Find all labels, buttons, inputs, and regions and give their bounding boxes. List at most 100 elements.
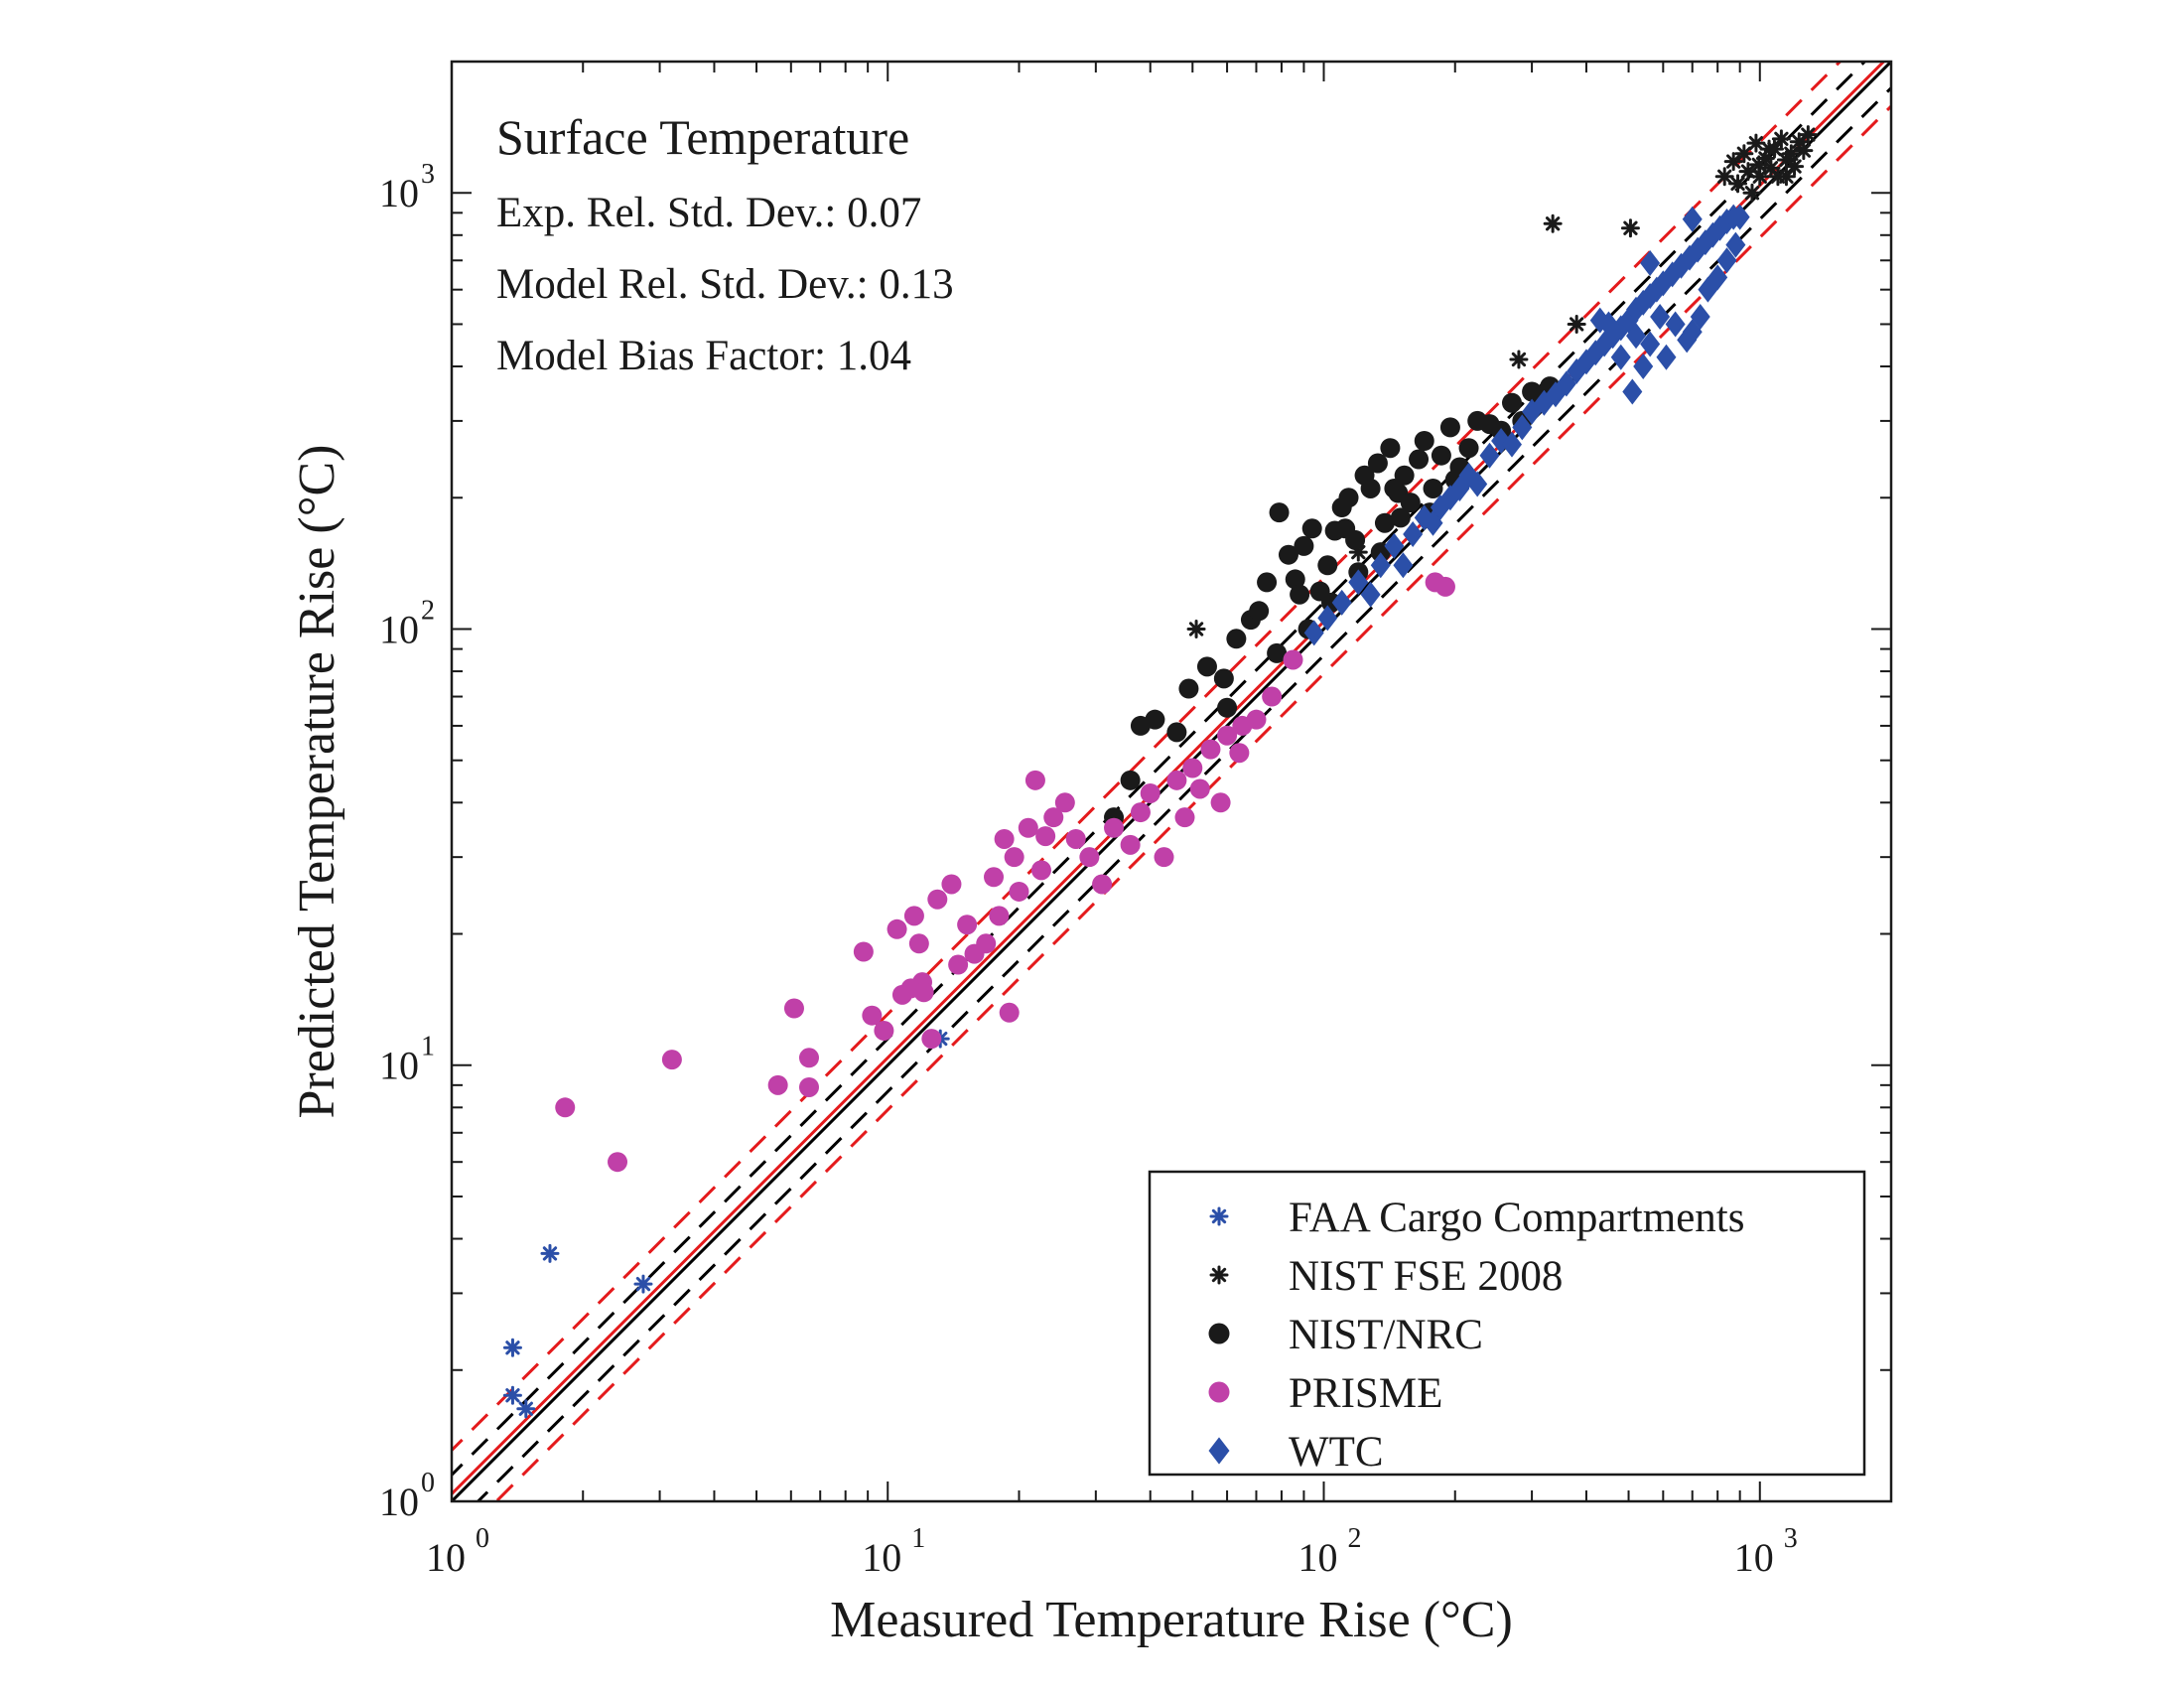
point-nist-fse-2008 <box>1759 139 1779 159</box>
x-tick-label: 10 <box>862 1535 901 1580</box>
legend-items: FAA Cargo Compartments NIST FSE 2008 NIST/… <box>1208 1195 1744 1476</box>
y-tick-exponent: 3 <box>421 159 435 190</box>
point-nist-nrc <box>1217 697 1238 718</box>
legend-label-nist-nrc: NIST/NRC <box>1289 1312 1483 1358</box>
point-prisme <box>555 1097 576 1118</box>
point-nist-fse-2008 <box>1509 350 1529 369</box>
point-prisme <box>908 933 929 954</box>
stat-model-rel-std-dev: Model Rel. Std. Dev.: 0.13 <box>496 261 954 308</box>
point-prisme <box>913 982 934 1003</box>
point-nist-nrc <box>1226 629 1247 649</box>
point-prisme <box>1140 782 1160 803</box>
point-wtc <box>1610 344 1631 370</box>
legend-marker-nist-fse-2008 <box>1209 1265 1229 1285</box>
point-prisme <box>1104 817 1125 838</box>
point-wtc <box>1317 605 1338 632</box>
point-nist-nrc <box>1196 656 1217 677</box>
point-wtc <box>1640 331 1661 357</box>
point-prisme <box>783 998 804 1019</box>
point-nist-nrc <box>1166 722 1187 743</box>
point-faa-cargo-compartments <box>633 1274 653 1294</box>
point-nist-fse-2008 <box>1723 152 1743 172</box>
point-nist-fse-2008 <box>1714 167 1734 187</box>
point-nist-nrc <box>1384 478 1405 498</box>
y-tick-exponent: 0 <box>421 1468 435 1498</box>
legend-marker-prisme <box>1208 1381 1230 1403</box>
point-nist-nrc <box>1249 601 1270 622</box>
stat-exp-rel-std-dev: Exp. Rel. Std. Dev.: 0.07 <box>496 190 921 236</box>
point-nist-nrc <box>1400 493 1421 513</box>
tick-labels: 10 0 10 1 10 2 10 310 010 110 210 3 <box>379 159 1798 1580</box>
point-nist-fse-2008 <box>1742 183 1762 203</box>
point-prisme <box>1043 807 1064 828</box>
legend-box <box>1148 1170 1866 1477</box>
point-prisme <box>1217 725 1238 746</box>
point-faa-cargo-compartments <box>516 1399 536 1419</box>
legend-marker-wtc <box>1208 1437 1230 1465</box>
point-prisme <box>903 906 924 926</box>
point-wtc <box>1682 206 1703 232</box>
point-prisme <box>661 1050 682 1070</box>
x-axis-label: Measured Temperature Rise (°C) <box>830 1592 1513 1648</box>
point-nist-fse-2008 <box>1781 144 1801 164</box>
legend-label-wtc: WTC <box>1289 1429 1384 1476</box>
point-nist-nrc <box>1374 512 1395 533</box>
point-wtc <box>1393 552 1414 579</box>
point-wtc <box>1556 370 1576 397</box>
point-wtc <box>1331 589 1352 616</box>
reference-line-dashed <box>493 103 1891 1501</box>
point-prisme <box>798 1048 819 1068</box>
point-wtc <box>1467 471 1488 497</box>
point-wtc <box>1360 581 1381 608</box>
point-prisme <box>948 954 969 975</box>
point-nist-nrc <box>1439 417 1460 438</box>
point-prisme <box>887 918 907 939</box>
point-nist-nrc <box>1301 518 1322 539</box>
point-nist-nrc <box>1285 569 1305 590</box>
point-nist-nrc <box>1414 431 1434 452</box>
x-tick-exponent: 0 <box>476 1523 489 1554</box>
point-wtc <box>1707 264 1728 291</box>
point-wtc <box>1370 552 1391 579</box>
point-wtc <box>1589 307 1610 334</box>
legend-marker-nist-nrc <box>1208 1323 1230 1344</box>
point-nist-fse-2008 <box>1798 125 1818 145</box>
y-tick-label: 10 <box>379 607 419 651</box>
x-tick-exponent: 3 <box>1784 1523 1798 1554</box>
point-nist-nrc <box>1317 555 1338 576</box>
point-nist-nrc <box>1294 535 1314 556</box>
legend-marker-faa-cargo-compartments <box>1209 1206 1229 1226</box>
point-prisme <box>1035 826 1056 847</box>
point-faa-cargo-compartments <box>540 1243 560 1263</box>
point-prisme <box>957 915 978 935</box>
point-wtc <box>1725 231 1746 258</box>
point-nist-fse-2008 <box>1728 174 1748 194</box>
point-prisme <box>1004 847 1024 868</box>
y-axis-label: Predicted Temperature Rise (°C) <box>289 445 345 1119</box>
point-wtc <box>1640 250 1661 277</box>
point-prisme <box>1009 881 1029 902</box>
point-wtc <box>1479 442 1500 469</box>
x-tick-label: 10 <box>1298 1535 1338 1580</box>
point-prisme <box>1229 743 1250 764</box>
point-prisme <box>1174 807 1195 828</box>
legend-label-faa-cargo-compartments: FAA Cargo Compartments <box>1289 1195 1744 1241</box>
point-nist-nrc <box>1120 770 1141 790</box>
point-nist-fse-2008 <box>1771 129 1791 149</box>
chart-title: Surface Temperature <box>496 109 909 165</box>
y-tick-label: 10 <box>379 171 419 215</box>
point-wtc <box>1512 414 1533 441</box>
point-nist-nrc <box>1267 642 1288 663</box>
point-prisme <box>1065 828 1086 849</box>
point-nist-nrc <box>1145 709 1165 730</box>
point-prisme <box>984 867 1005 888</box>
point-nist-fse-2008 <box>1749 155 1769 175</box>
point-prisme <box>1166 770 1187 790</box>
point-nist-nrc <box>1257 572 1278 593</box>
point-nist-nrc <box>1380 438 1401 459</box>
point-nist-nrc <box>1278 544 1298 565</box>
legend: FAA Cargo Compartments NIST FSE 2008 NIST/… <box>1148 1170 1866 1477</box>
point-prisme <box>1246 709 1267 730</box>
point-nist-fse-2008 <box>1794 141 1814 161</box>
